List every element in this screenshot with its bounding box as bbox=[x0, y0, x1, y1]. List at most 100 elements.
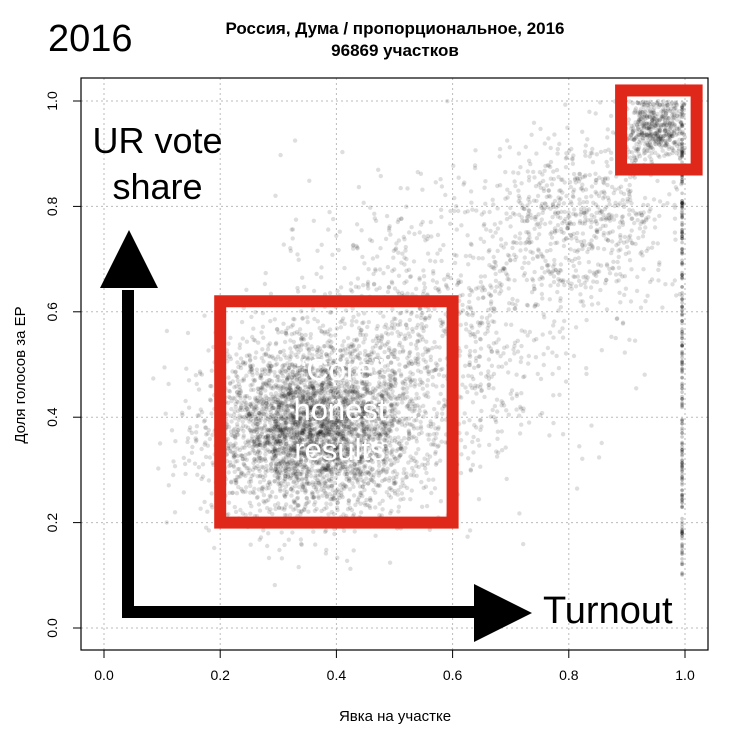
data-point bbox=[312, 502, 317, 507]
data-point bbox=[196, 387, 202, 392]
data-point bbox=[346, 417, 352, 422]
data-point bbox=[296, 450, 302, 456]
data-point bbox=[323, 551, 329, 556]
data-point bbox=[300, 275, 305, 280]
data-point bbox=[355, 499, 360, 504]
data-point bbox=[551, 420, 556, 426]
data-point bbox=[288, 354, 294, 359]
data-point bbox=[532, 269, 537, 275]
data-point bbox=[296, 564, 301, 570]
data-point bbox=[368, 427, 374, 432]
data-point bbox=[388, 450, 393, 455]
data-point bbox=[247, 450, 253, 456]
data-point bbox=[231, 412, 237, 417]
data-point bbox=[383, 460, 388, 465]
data-point bbox=[486, 323, 491, 328]
data-point bbox=[327, 411, 332, 416]
data-point bbox=[438, 177, 443, 182]
data-point bbox=[399, 443, 404, 449]
data-point bbox=[541, 312, 546, 317]
data-point bbox=[257, 537, 262, 542]
data-point bbox=[228, 441, 233, 447]
data-point bbox=[289, 415, 294, 421]
data-point bbox=[406, 429, 411, 435]
data-point bbox=[478, 417, 483, 423]
data-point bbox=[232, 453, 237, 459]
data-point bbox=[520, 265, 525, 271]
data-point bbox=[344, 465, 349, 470]
data-point bbox=[428, 258, 433, 263]
data-point bbox=[400, 344, 405, 350]
data-point bbox=[433, 259, 438, 264]
data-point bbox=[556, 365, 562, 371]
data-point bbox=[504, 408, 509, 413]
data-point bbox=[351, 314, 356, 320]
data-point bbox=[249, 438, 255, 443]
data-point bbox=[376, 416, 382, 422]
data-point bbox=[340, 481, 345, 486]
data-point bbox=[233, 459, 238, 464]
data-point bbox=[425, 378, 431, 383]
data-point bbox=[235, 378, 240, 383]
data-point bbox=[472, 423, 477, 428]
data-point bbox=[354, 452, 359, 457]
data-point bbox=[337, 408, 342, 413]
data-point bbox=[351, 391, 357, 396]
data-point bbox=[476, 497, 482, 502]
data-point bbox=[308, 369, 314, 375]
data-point bbox=[382, 477, 387, 483]
data-point bbox=[326, 227, 331, 232]
data-point bbox=[297, 438, 303, 443]
data-point bbox=[428, 219, 433, 225]
data-point bbox=[401, 234, 406, 240]
data-point bbox=[393, 456, 398, 461]
data-point bbox=[366, 267, 371, 272]
data-point bbox=[355, 276, 361, 281]
data-point bbox=[328, 497, 333, 502]
data-point bbox=[349, 318, 355, 324]
data-point bbox=[236, 364, 241, 370]
data-point bbox=[368, 415, 373, 420]
data-point bbox=[391, 255, 396, 260]
data-point bbox=[354, 394, 359, 400]
data-point bbox=[409, 435, 415, 440]
data-point bbox=[232, 469, 237, 474]
data-point bbox=[413, 382, 418, 387]
data-point bbox=[303, 369, 308, 374]
data-point bbox=[344, 484, 349, 489]
data-point bbox=[375, 323, 380, 329]
data-point bbox=[360, 401, 366, 406]
data-point bbox=[432, 406, 437, 412]
data-point bbox=[308, 439, 313, 444]
data-point bbox=[376, 167, 381, 172]
data-point bbox=[332, 480, 337, 485]
data-point bbox=[349, 414, 355, 419]
data-point bbox=[387, 560, 393, 565]
data-point bbox=[513, 306, 518, 311]
data-point bbox=[272, 317, 277, 322]
data-point bbox=[286, 403, 291, 409]
data-point bbox=[151, 376, 156, 381]
data-point bbox=[389, 396, 394, 402]
data-point bbox=[402, 280, 407, 286]
data-point bbox=[310, 398, 316, 403]
data-point bbox=[331, 216, 336, 222]
data-point bbox=[366, 401, 371, 406]
data-point bbox=[297, 419, 303, 424]
data-point bbox=[276, 425, 281, 430]
data-point bbox=[331, 358, 336, 364]
data-point bbox=[292, 138, 298, 143]
data-point bbox=[300, 368, 305, 373]
data-point bbox=[256, 340, 261, 345]
data-point bbox=[383, 330, 389, 336]
data-point bbox=[330, 252, 335, 257]
data-point bbox=[310, 482, 315, 487]
data-point bbox=[327, 290, 333, 296]
data-point bbox=[493, 278, 499, 283]
data-point bbox=[309, 398, 315, 403]
data-point bbox=[589, 423, 594, 428]
data-point bbox=[338, 285, 344, 290]
data-point bbox=[272, 384, 277, 389]
data-point bbox=[283, 401, 288, 406]
data-point bbox=[207, 436, 213, 442]
